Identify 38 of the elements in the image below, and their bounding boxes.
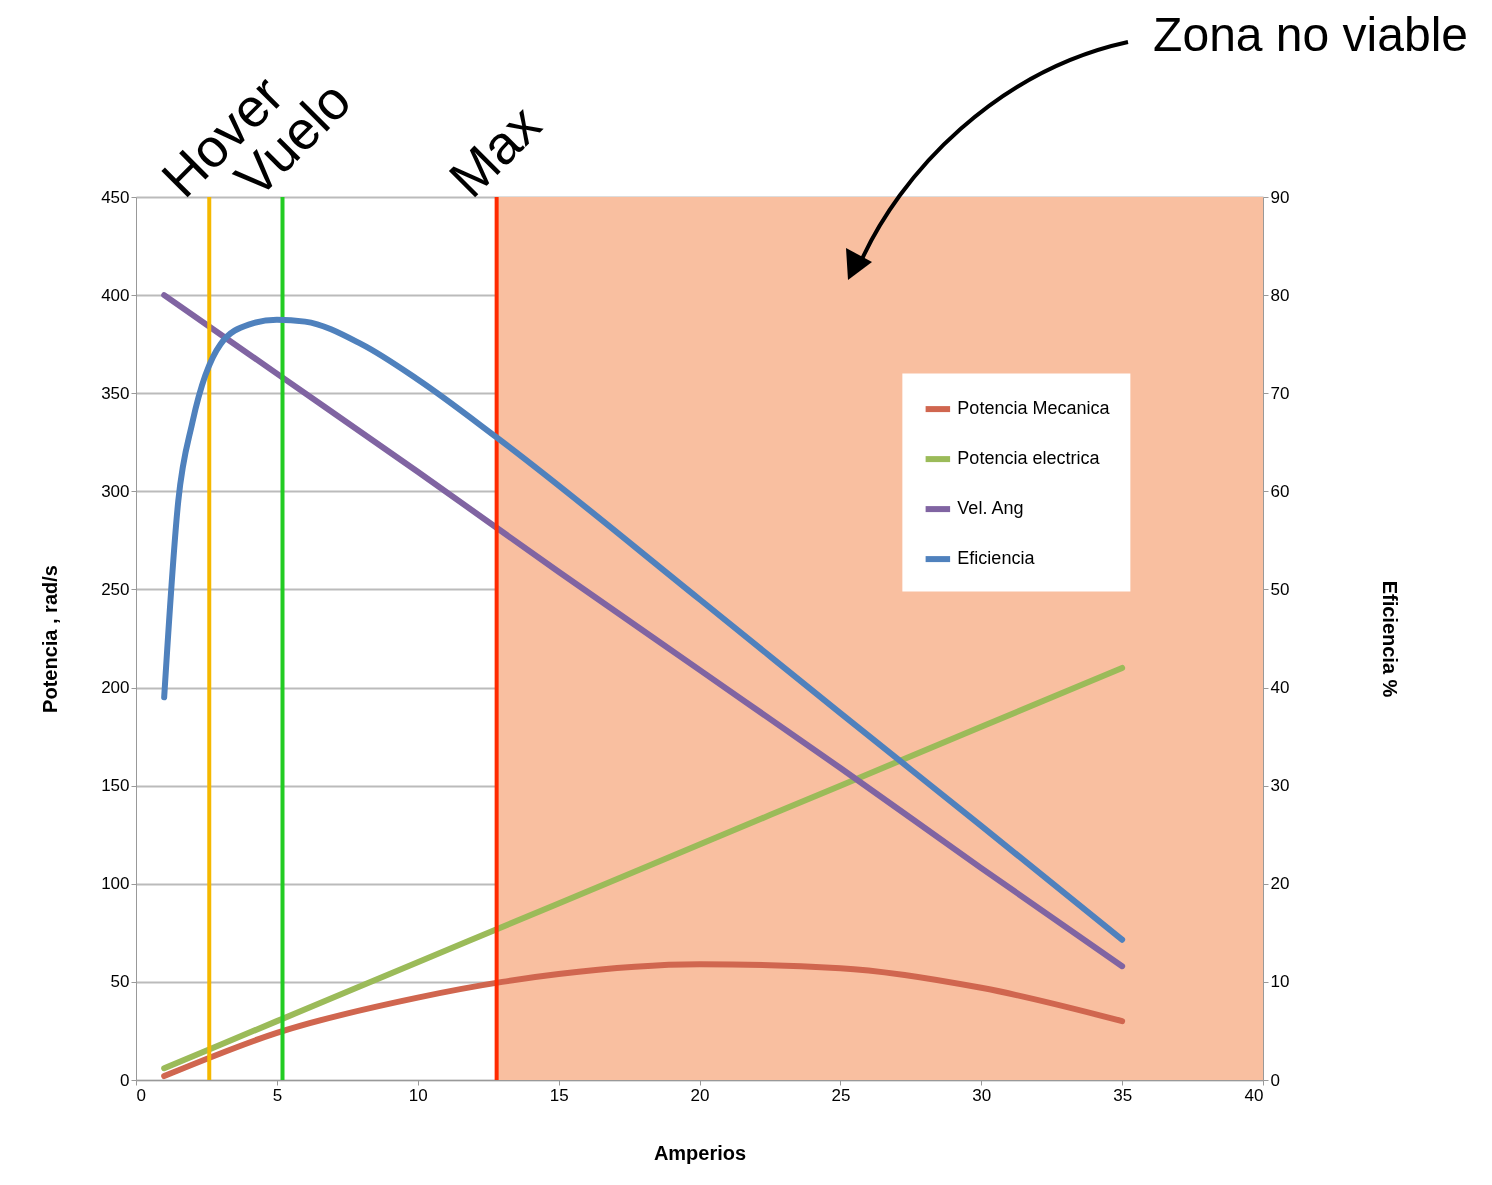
y2-tick-label: 30 <box>1270 776 1290 796</box>
x-tick-label: 5 <box>272 1085 283 1105</box>
x-tick-label: 35 <box>1113 1085 1133 1105</box>
y-tick-label: 350 <box>101 383 130 403</box>
x-tick-label: 40 <box>1244 1085 1264 1105</box>
y2-tick-label: 50 <box>1270 579 1290 599</box>
y-tick-label: 200 <box>101 678 130 698</box>
y2-tick-label: 0 <box>1270 1070 1280 1090</box>
y-tick-label: 450 <box>101 187 130 207</box>
x-axis-title: Amperios <box>653 1141 747 1164</box>
y2-tick-label: 60 <box>1270 481 1290 501</box>
legend-label: Potencia electrica <box>957 448 1101 469</box>
y2-tick-label: 80 <box>1270 285 1290 305</box>
x-tick-label: 10 <box>408 1085 428 1105</box>
y2-tick-label: 90 <box>1270 187 1290 207</box>
y-tick-label: 250 <box>101 579 130 599</box>
y2-tick-label: 10 <box>1270 972 1290 992</box>
y2-tick-label: 70 <box>1270 383 1290 403</box>
y-tick-label: 300 <box>101 481 130 501</box>
x-tick-label: 20 <box>690 1085 710 1105</box>
legend-label: Eficiencia <box>957 548 1036 569</box>
y2-axis-title: Eficiencia % <box>1379 580 1402 698</box>
x-tick-label: 25 <box>831 1085 851 1105</box>
y-tick-label: 50 <box>110 972 130 992</box>
x-tick-label: 0 <box>136 1085 146 1105</box>
legend-label: Potencia Mecanica <box>957 398 1111 419</box>
y-axis-title: Potencia , rad/s <box>39 565 62 713</box>
y2-tick-label: 40 <box>1270 678 1290 698</box>
ref-line-label: Max <box>437 93 552 209</box>
x-tick-label: 15 <box>549 1085 569 1105</box>
band-label: Zona no viable <box>1153 8 1468 61</box>
y-tick-label: 0 <box>120 1070 130 1090</box>
y-tick-label: 150 <box>101 776 130 796</box>
y2-tick-label: 20 <box>1270 874 1290 894</box>
x-tick-label: 30 <box>972 1085 992 1105</box>
y-tick-label: 400 <box>101 285 130 305</box>
legend-label: Vel. Ang <box>957 498 1024 519</box>
y-tick-label: 100 <box>101 874 130 894</box>
